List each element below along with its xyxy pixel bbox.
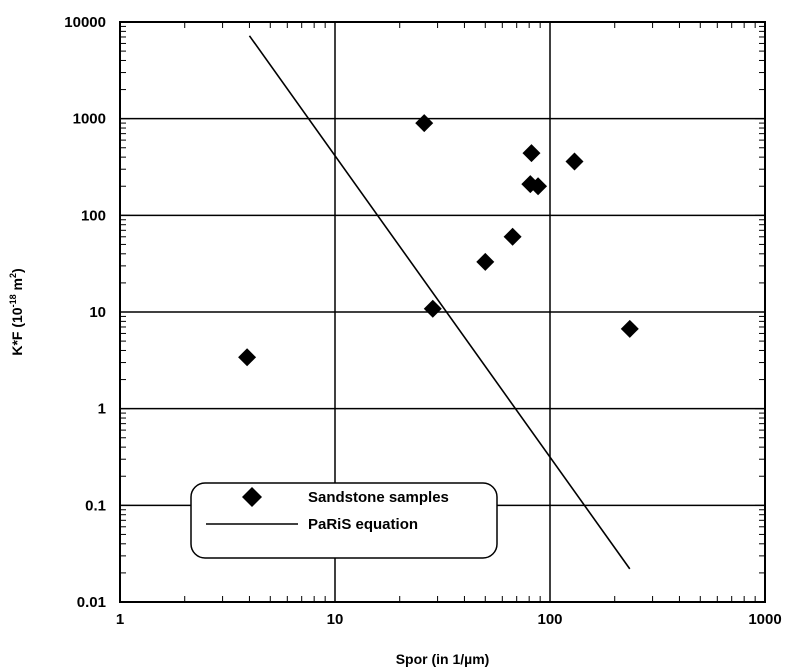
sandstone-sample-point [522,144,541,163]
y-tick-label: 1 [98,401,106,418]
y-axis-title-exponent: -18 [8,294,18,307]
legend-label-paris-equation: PaRiS equation [308,516,418,533]
paris-equation-line [248,35,631,570]
y-axis-title-unit: m [9,278,25,294]
legend: Sandstone samples PaRiS equation [190,482,498,559]
sandstone-sample-point [529,177,548,196]
y-tick-label: 0.01 [77,594,106,611]
sandstone-sample-point [476,252,495,271]
x-axis-title: Spor (in 1/µm) [396,651,490,667]
y-tick-label: 1000 [73,111,106,128]
y-axis-title-main: K*F (10 [9,307,25,355]
y-tick-label: 10 [89,304,106,321]
sandstone-sample-point [238,348,257,367]
sandstone-sample-point [620,319,639,338]
x-tick-label: 100 [537,611,562,628]
legend-box [190,482,498,559]
legend-label-sandstone-samples: Sandstone samples [308,489,449,506]
sandstone-sample-point [503,227,522,246]
plot-area-frame [119,21,766,603]
y-tick-label: 10000 [64,14,106,31]
y-tick-label: 100 [81,207,106,224]
tick-labels: 1 10 100 1000 0.01 0.1 1 10 100 1000 10000 [64,14,781,628]
sandstone-sample-point [423,299,442,318]
legend-diamond-marker [242,487,262,507]
sandstone-sample-point [565,152,584,171]
y-axis-title-end: ) [9,268,25,273]
y-axis-title: K*F (10-18 m2) [8,268,25,355]
sandstone-sample-point [415,114,434,133]
y-axis-title-unit-exponent: 2 [8,273,18,278]
x-tick-label: 1 [116,611,124,628]
x-tick-label: 10 [327,611,344,628]
series [238,35,639,570]
y-tick-label: 0.1 [85,497,106,514]
x-tick-label: 1000 [748,611,781,628]
